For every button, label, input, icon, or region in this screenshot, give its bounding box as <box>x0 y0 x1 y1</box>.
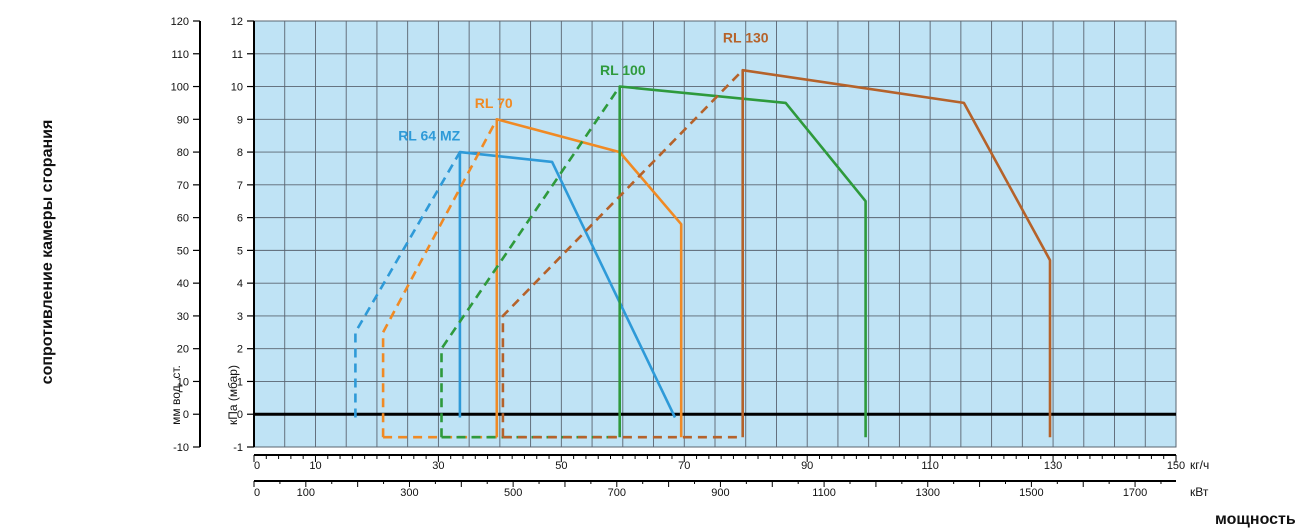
x-kgh-tick-label: 130 <box>1044 460 1062 472</box>
x-kgh-tick-label: 0 <box>254 460 260 472</box>
y-mm-tick-label: 20 <box>177 344 189 356</box>
series-label: RL 64 MZ <box>398 128 460 144</box>
y-mbar-tick-label: 8 <box>237 147 243 159</box>
y-mm-tick-label: 110 <box>171 49 189 61</box>
x-kgh-tick-label: 50 <box>555 460 567 472</box>
series-solid-line <box>618 85 867 438</box>
y-axis-mm-label: мм вод. ст. <box>169 365 183 425</box>
series-dashed-line <box>381 118 498 438</box>
axes <box>199 21 1176 482</box>
x-kgh-tick-label: 90 <box>801 460 813 472</box>
series-solid-line <box>458 150 677 419</box>
x-kgh-tick-label: 70 <box>678 460 690 472</box>
x-kw-tick-label: 500 <box>504 487 522 499</box>
x-kw-tick-label: 1700 <box>1123 487 1147 499</box>
y-axis-outer-label: сопротивление камеры сгорания <box>39 120 56 385</box>
y-mm-tick-label: 30 <box>177 311 189 323</box>
x-kgh-tick-label: 30 <box>432 460 444 472</box>
series-lines: RL 64 MZ RL 70 RL 100 RL 130 <box>354 29 1052 439</box>
y-mm-tick-label: 40 <box>177 278 189 290</box>
x-kw-tick-label: 700 <box>608 487 626 499</box>
series-dashed-line <box>501 69 744 438</box>
y-mbar-tick-label: 7 <box>237 180 243 192</box>
y-axis-kpa-label: кПа (мбар) <box>226 365 240 425</box>
x-kgh-tick-label: 10 <box>309 460 321 472</box>
x-kw-tick-label: 900 <box>711 487 729 499</box>
x-kw-tick-label: 1100 <box>812 487 836 499</box>
y-mbar-tick-label: 10 <box>231 82 243 94</box>
y-mbar-tick-label: 9 <box>237 114 243 126</box>
x-kgh-tick-label: 150 <box>1167 460 1185 472</box>
y-mbar-tick-label: 2 <box>237 344 243 356</box>
y-mm-tick-label: 100 <box>171 82 189 94</box>
y-mm-tick-label: 80 <box>177 147 189 159</box>
x-kw-tick-label: 100 <box>297 487 315 499</box>
series-solid-line <box>741 68 1052 438</box>
series-rl-130: RL 130 <box>501 29 1052 439</box>
series-label: RL 70 <box>475 95 513 111</box>
y-mm-tick-label: 0 <box>183 409 189 421</box>
x-kw-tick-label: 1500 <box>1019 487 1043 499</box>
y-mbar-tick-label: 6 <box>237 213 243 225</box>
y-mm-tick-label: 50 <box>177 245 189 257</box>
y-mbar-tick-label: 0 <box>237 409 243 421</box>
y-mbar-tick-label: 3 <box>237 311 243 323</box>
y-mbar-tick-label: 11 <box>232 49 243 61</box>
x-kgh-tick-label: 110 <box>921 460 939 472</box>
y-mbar-tick-label: 5 <box>237 245 243 257</box>
x-unit-kgh-label: кг/ч <box>1190 458 1209 472</box>
y-mbar-tick-label: 12 <box>231 16 243 28</box>
y-mbar-tick-label: -1 <box>233 442 243 454</box>
y-mbar-tick-label: 1 <box>237 376 243 388</box>
series-label: RL 100 <box>600 62 646 78</box>
series-rl-100: RL 100 <box>440 62 867 439</box>
y-mbar-tick-label: 4 <box>237 278 243 290</box>
x-unit-kw-label: кВт <box>1190 485 1209 499</box>
x-kw-tick-label: 300 <box>400 487 418 499</box>
y-mm-tick-label: 70 <box>177 180 189 192</box>
y-mm-tick-label: 90 <box>177 114 189 126</box>
x-kw-tick-label: 0 <box>254 487 260 499</box>
tick-labels: -100102030405060708090100110120-10123456… <box>171 16 1186 499</box>
y-mm-tick-label: 60 <box>177 213 189 225</box>
y-mm-tick-label: 120 <box>171 16 189 28</box>
y-mm-tick-label: 10 <box>177 376 189 388</box>
x-kw-tick-label: 1300 <box>916 487 940 499</box>
series-rl-64-mz: RL 64 MZ <box>354 128 677 419</box>
y-mm-tick-label: -10 <box>173 442 189 454</box>
grid-lines <box>253 20 1177 448</box>
series-label: RL 130 <box>723 29 769 45</box>
x-axis-title: мощность <box>1215 511 1296 528</box>
